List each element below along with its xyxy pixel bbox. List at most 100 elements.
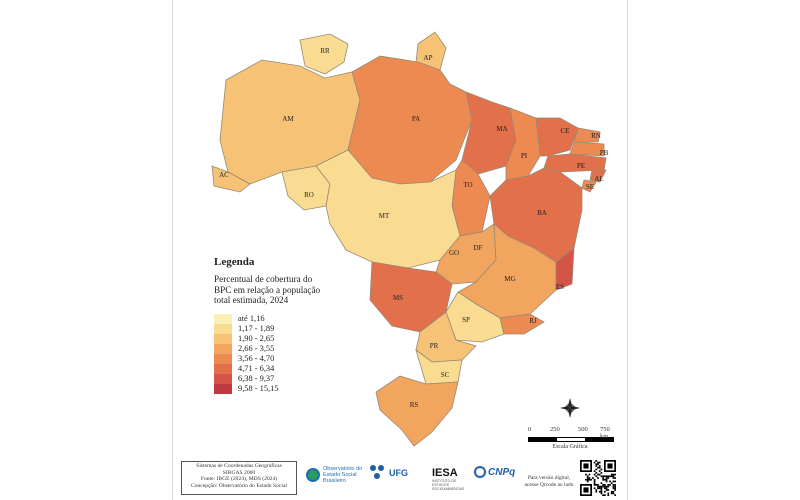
cnpq-icon (474, 466, 486, 478)
iesa-subtitle: INSTITUTO DE ESTUDOS SOCIOAMBIENTAIS (432, 479, 465, 491)
state-label-es: ES (556, 283, 564, 291)
state-label-am: AM (282, 115, 294, 123)
legend-label: 3,56 - 4,70 (238, 354, 275, 363)
legend-title: Legenda (214, 256, 255, 268)
legend-class-2: 1,90 - 2,65 (214, 333, 324, 344)
map-credits: Sistemas de Coordenadas Geográficas SIRG… (181, 461, 297, 495)
scale-tick: 250 (550, 426, 560, 433)
state-pe (543, 153, 607, 173)
legend-swatch (214, 353, 232, 364)
scale-bar: 0 250 500 750 km Escala Gráfica (528, 426, 618, 450)
scale-tick: 0 (528, 426, 532, 433)
legend-label: 9,58 - 15,15 (238, 384, 279, 393)
state-label-df: DF (474, 244, 483, 252)
state-label-ro: RO (304, 191, 314, 199)
state-label-ba: BA (537, 209, 547, 217)
state-label-rs: RS (410, 401, 419, 409)
states-layer (211, 31, 607, 447)
scale-ticks: 0 250 500 750 km (528, 426, 618, 440)
scale-segments (528, 437, 614, 442)
legend-label: 2,66 - 3,55 (238, 344, 275, 353)
legend-swatch (214, 363, 232, 374)
cnpq-name: CNPq (488, 466, 516, 478)
state-label-rn: RN (591, 132, 601, 140)
legend-subtitle-line: total estimada, 2024 (214, 295, 289, 305)
state-rr (299, 33, 349, 75)
state-label-ms: MS (393, 294, 403, 302)
state-rn (573, 127, 601, 143)
state-label-mg: MG (504, 275, 515, 283)
state-label-ac: AC (219, 171, 229, 179)
state-pa (347, 55, 473, 185)
state-label-pr: PR (430, 342, 439, 350)
cnpq-logo: CNPq (474, 466, 515, 478)
state-label-ma: MA (496, 125, 507, 133)
observatorio-name: Observatório do Estado Social Brasileiro (323, 466, 363, 484)
legend-subtitle-line: Percentual de cobertura do (214, 274, 313, 284)
legend-swatch (214, 323, 232, 334)
state-label-sc: SC (441, 371, 450, 379)
iesa-name: IESA (432, 467, 458, 479)
legend-class-4: 3,56 - 4,70 (214, 353, 324, 364)
ufg-logo: UFG (370, 465, 408, 481)
observatorio-logo: Observatório do Estado Social Brasileiro (306, 466, 363, 484)
legend-label: 4,71 - 6,34 (238, 364, 275, 373)
legend: Legenda Percentual de cobertura do BPC e… (214, 256, 324, 394)
state-label-se: SE (586, 183, 594, 191)
legend-class-1: 1,17 - 1,89 (214, 323, 324, 334)
scale-label: Escala Gráfica (552, 444, 588, 450)
state-al (589, 169, 607, 183)
compass-rose-icon (560, 398, 580, 418)
credit-line: Fonte: IBGE (2024), MDS (2024) (200, 476, 278, 483)
legend-subtitle: Percentual de cobertura do BPC em relaçã… (214, 274, 324, 306)
credit-line: SIRGAS 2000 (222, 469, 256, 476)
ufg-icon (370, 465, 386, 481)
digital-note-line: Para versão digital, (527, 475, 571, 481)
qr-code-icon[interactable] (580, 460, 616, 496)
ufg-name: UFG (389, 468, 408, 478)
legend-label: 6,38 - 9,37 (238, 374, 275, 383)
state-pb (569, 141, 605, 157)
legend-swatch (214, 343, 232, 354)
state-rs (375, 375, 459, 447)
legend-subtitle-line: BPC em relação a população (214, 284, 321, 295)
state-label-to: TO (463, 181, 472, 189)
legend-class-7: 9,58 - 15,15 (214, 383, 324, 394)
legend-class-5: 4,71 - 6,34 (214, 363, 324, 374)
state-es (555, 247, 575, 291)
credit-line: Sistemas de Coordenadas Geográficas (196, 463, 282, 469)
state-label-rj: RJ (529, 317, 537, 325)
legend-class-6: 6,38 - 9,37 (214, 373, 324, 384)
legend-classes: até 1,16 1,17 - 1,89 1,90 - 2,65 2,66 - 3,5… (214, 313, 324, 394)
legend-label: 1,17 - 1,89 (238, 324, 275, 333)
state-se (581, 179, 597, 193)
scale-tick: 750 km (600, 426, 610, 440)
legend-class-3: 2,66 - 3,55 (214, 343, 324, 354)
state-label-go: GO (449, 249, 459, 257)
state-rj (499, 313, 545, 335)
state-label-mt: MT (379, 212, 390, 220)
state-label-pe: PE (577, 162, 585, 170)
legend-swatch (214, 383, 232, 394)
legend-swatch (214, 313, 232, 324)
scale-tick: 500 (578, 426, 588, 433)
legend-label: 1,90 - 2,65 (238, 334, 275, 343)
credit-line: Concepção: Observatório do Estado Social (190, 482, 287, 489)
iesa-logo: IESA INSTITUTO DE ESTUDOS SOCIOAMBIENTAI… (432, 467, 468, 491)
state-label-ce: CE (561, 127, 570, 135)
legend-swatch (214, 373, 232, 384)
state-label-rr: RR (320, 47, 330, 55)
state-sc (415, 348, 463, 385)
observatorio-icon (306, 468, 320, 482)
state-label-pb: PB (600, 149, 609, 157)
state-label-ap: AP (424, 54, 433, 62)
state-label-pi: PI (521, 152, 528, 160)
state-label-al: AL (594, 175, 603, 183)
legend-label: até 1,16 (238, 314, 265, 323)
legend-class-0: até 1,16 (214, 313, 324, 324)
state-label-pa: PA (412, 115, 420, 123)
state-label-sp: SP (462, 316, 470, 324)
digital-note-line: acesse Qrcode ao lado (524, 481, 574, 488)
